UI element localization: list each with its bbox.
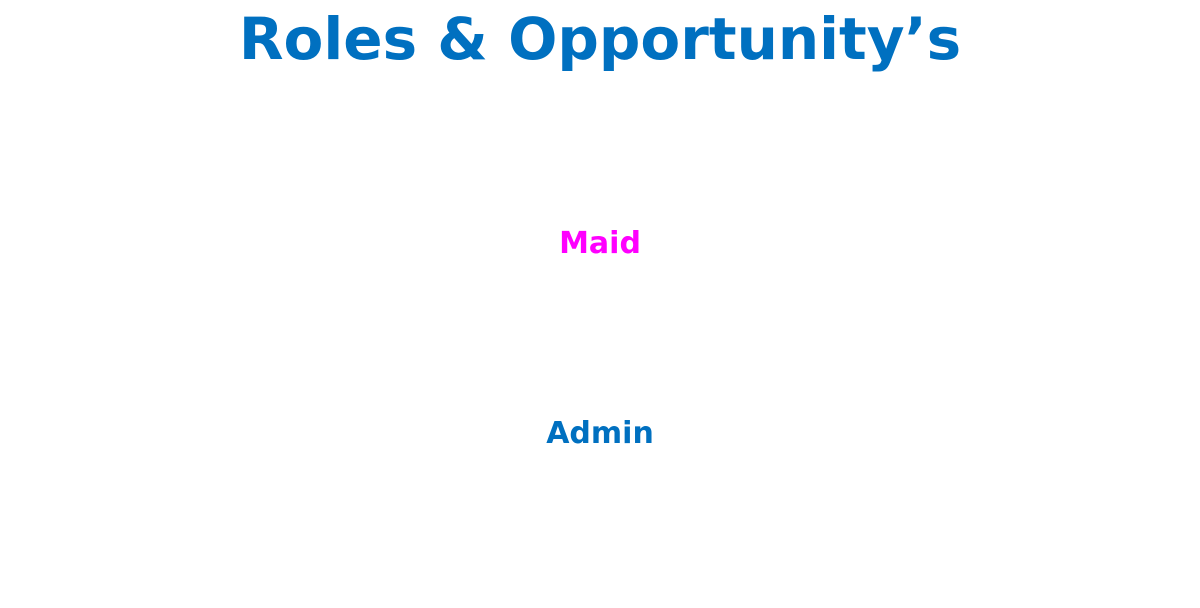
role-admin-label: Admin xyxy=(546,416,654,451)
role-maid-label: Maid xyxy=(559,226,641,261)
slide-title: Roles & Opportunity’s xyxy=(238,5,962,73)
